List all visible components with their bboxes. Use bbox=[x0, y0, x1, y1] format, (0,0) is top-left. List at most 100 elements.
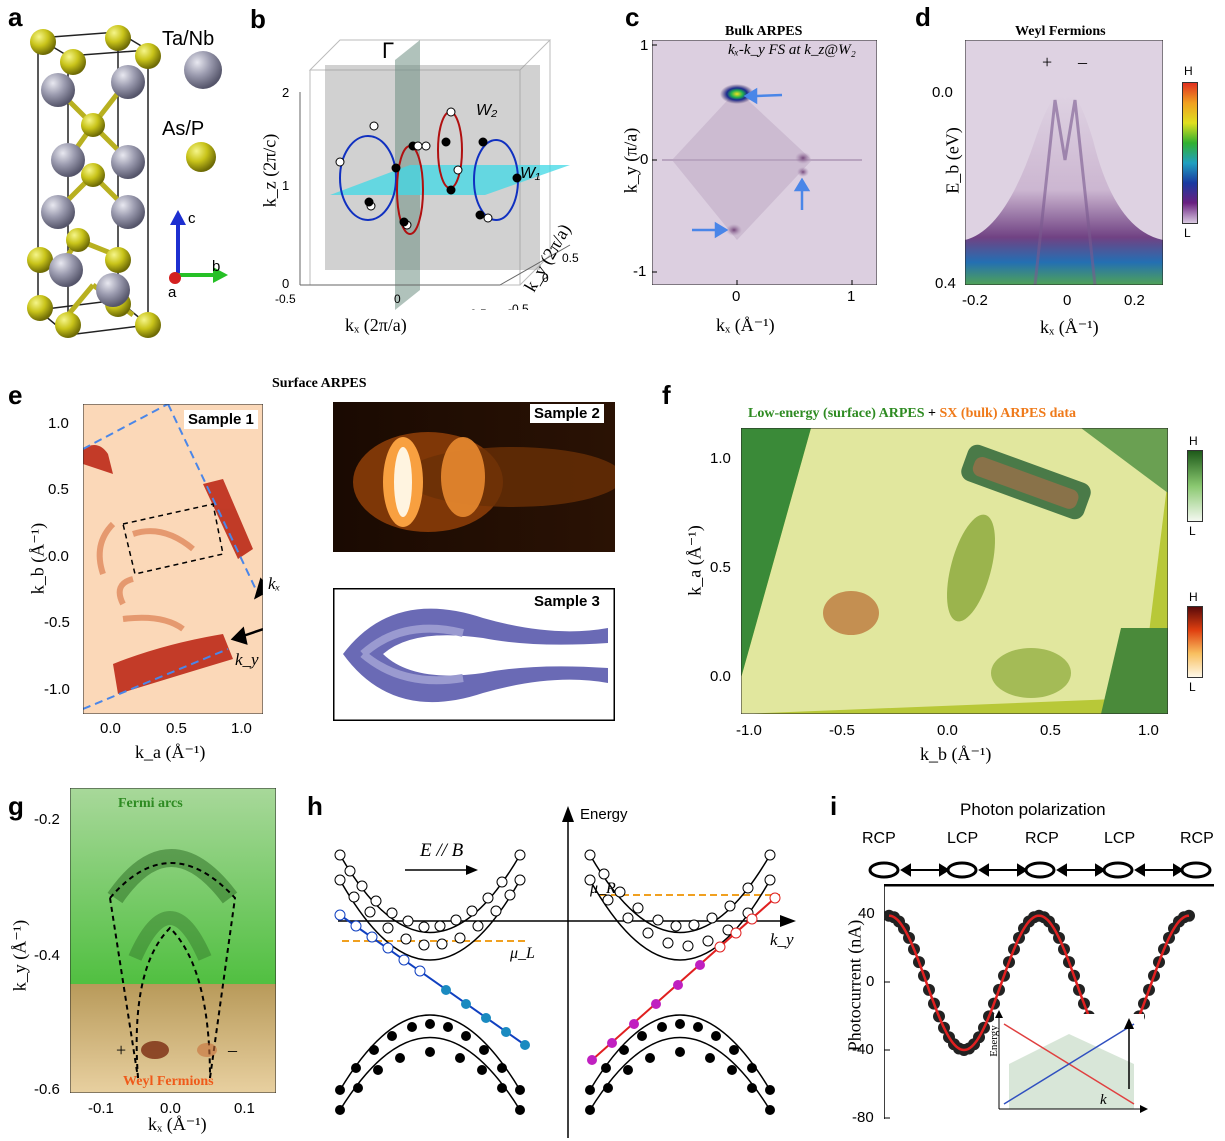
f-cbar-low: L bbox=[1189, 524, 1196, 538]
g-xtick: 0.0 bbox=[160, 1100, 181, 1117]
e-kx: kₓ bbox=[268, 574, 281, 593]
svg-text:-0.5: -0.5 bbox=[508, 302, 529, 310]
c-title: Bulk ARPES bbox=[725, 24, 803, 39]
svg-text:0: 0 bbox=[282, 276, 289, 291]
d-ylabel: E_b (eV) bbox=[942, 127, 963, 194]
g-xtick: 0.1 bbox=[234, 1100, 255, 1117]
bz-3d-plot: Γ W₂ W₁ 210 -0.500.5 0.50-0.5 bbox=[275, 38, 579, 310]
g-ylabel: k_y (Å⁻¹) bbox=[9, 919, 30, 992]
d-xtick: 0.2 bbox=[1124, 292, 1145, 309]
i-polarization-icons bbox=[868, 861, 1212, 879]
h-mur: μ_R bbox=[590, 880, 616, 897]
f-title-orange: SX (bulk) ARPES data bbox=[939, 406, 1077, 421]
f-ytick: 1.0 bbox=[710, 450, 731, 467]
f-cbar-high: H bbox=[1189, 434, 1198, 448]
w2-label: W₂ bbox=[476, 102, 497, 119]
d-xtick: -0.2 bbox=[962, 292, 988, 309]
g-ytick: -0.4 bbox=[34, 947, 60, 964]
e-ytick: -1.0 bbox=[44, 681, 70, 698]
f-title-green: Low-energy (surface) ARPES bbox=[748, 406, 925, 421]
h-band-schematic bbox=[334, 806, 796, 1138]
sample2-tag: Sample 2 bbox=[530, 404, 604, 423]
e-ytick: -0.5 bbox=[44, 614, 70, 631]
axis-c-label: c bbox=[188, 210, 196, 227]
i-inset-energy: Energy bbox=[988, 1025, 1000, 1057]
e-xtick: 0.5 bbox=[166, 720, 187, 737]
svg-text:0: 0 bbox=[542, 271, 549, 285]
c-fs-map bbox=[652, 40, 877, 285]
f-overlay-map bbox=[741, 428, 1168, 714]
i-pol-3: LCP bbox=[1104, 830, 1136, 847]
c-xtick: 0 bbox=[732, 288, 741, 305]
c-ytick: 1 bbox=[640, 37, 649, 54]
f-colorbar-red bbox=[1187, 606, 1203, 678]
i-title: Photon polarization bbox=[960, 800, 1106, 819]
d-dispersion-map bbox=[965, 40, 1163, 285]
g-xlabel: kₓ (Å⁻¹) bbox=[148, 1114, 207, 1134]
c-annotation: kₓ-k_y FS at k_z@W₂ bbox=[728, 42, 856, 58]
d-cbar-low: L bbox=[1184, 226, 1191, 240]
c-xlabel: kₓ (Å⁻¹) bbox=[716, 315, 775, 335]
panel-label-i: i bbox=[830, 791, 838, 821]
sample3-tag: Sample 3 bbox=[530, 592, 604, 611]
e-ytick: 0.5 bbox=[48, 481, 69, 498]
svg-text:0.5: 0.5 bbox=[470, 307, 487, 310]
d-colorbar bbox=[1182, 82, 1198, 224]
f-title-plus: + bbox=[924, 406, 940, 421]
f-ylabel: k_a (Å⁻¹) bbox=[684, 525, 705, 596]
h-field: E // B bbox=[420, 840, 464, 861]
f-ytick: 0.0 bbox=[710, 668, 731, 685]
f-xlabel: k_b (Å⁻¹) bbox=[920, 744, 992, 764]
e-xtick: 1.0 bbox=[231, 720, 252, 737]
i-photocurrent-plot bbox=[884, 884, 1214, 1119]
b-ylabel: k_z (2π/c) bbox=[259, 133, 280, 208]
e-sample3-map bbox=[333, 588, 615, 721]
h-energy: Energy bbox=[580, 806, 628, 823]
f-title: Low-energy (surface) ARPES + SX (bulk) A… bbox=[748, 406, 1076, 422]
i-ytick: 40 bbox=[858, 905, 875, 922]
f-cbar-high: H bbox=[1189, 590, 1198, 604]
c-ytick: -1 bbox=[633, 263, 647, 280]
c-xtick: 1 bbox=[847, 288, 856, 305]
d-ytick: 0.4 bbox=[935, 275, 956, 292]
i-ytick: -40 bbox=[852, 1041, 874, 1058]
crystal-structure bbox=[27, 25, 228, 338]
svg-text:2: 2 bbox=[282, 85, 289, 100]
sample1-tag: Sample 1 bbox=[184, 410, 258, 429]
panel-label-a: a bbox=[8, 2, 23, 32]
i-ytick: 0 bbox=[866, 973, 875, 990]
h-mul: μ_L bbox=[510, 945, 535, 962]
i-pol-4: RCP bbox=[1180, 830, 1214, 847]
f-xtick: -0.5 bbox=[829, 722, 855, 739]
svg-text:-0.5: -0.5 bbox=[275, 292, 296, 306]
f-xtick: 0.5 bbox=[1040, 722, 1061, 739]
svg-text:0.5: 0.5 bbox=[562, 251, 579, 265]
i-inset-k: k bbox=[1100, 1092, 1107, 1108]
d-plus: + bbox=[1042, 52, 1053, 72]
d-minus: – bbox=[1078, 52, 1087, 72]
e-sample1-map bbox=[83, 404, 263, 714]
f-xtick: 1.0 bbox=[1138, 722, 1159, 739]
f-xtick: 0.0 bbox=[937, 722, 958, 739]
g-minus: – bbox=[228, 1040, 237, 1060]
panel-label-d: d bbox=[915, 2, 931, 32]
panel-label-e: e bbox=[8, 380, 23, 410]
d-cbar-high: H bbox=[1184, 64, 1193, 78]
g-xtick: -0.1 bbox=[88, 1100, 114, 1117]
e-title: Surface ARPES bbox=[272, 376, 367, 391]
e-ky: k_y bbox=[235, 650, 259, 669]
svg-text:1: 1 bbox=[282, 178, 289, 193]
g-plus: + bbox=[116, 1040, 127, 1060]
panel-label-f: f bbox=[662, 380, 671, 410]
i-ytick: -80 bbox=[852, 1109, 874, 1126]
e-ytick: 1.0 bbox=[48, 415, 69, 432]
f-xtick: -1.0 bbox=[736, 722, 762, 739]
panel-label-c: c bbox=[625, 2, 640, 32]
axis-b-label: b bbox=[212, 258, 221, 275]
i-pol-2: RCP bbox=[1025, 830, 1059, 847]
e-ylabel: k_b (Å⁻¹) bbox=[27, 522, 48, 595]
h-ky: k_y bbox=[770, 930, 794, 949]
d-title: Weyl Fermions bbox=[1015, 24, 1106, 39]
d-xtick: 0 bbox=[1063, 292, 1072, 309]
legend-tanb: Ta/Nb bbox=[162, 28, 215, 50]
